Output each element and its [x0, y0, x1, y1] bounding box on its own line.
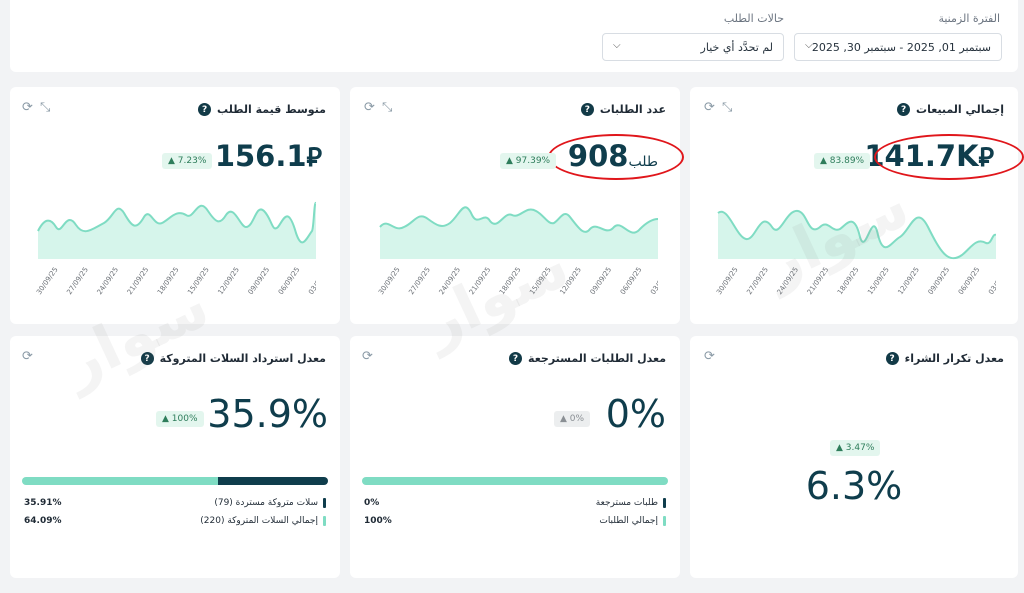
card-order-count: عدد الطلبات ? ⟳ ⤡ 908طلب ▲ 97.39% 30/09/… [350, 87, 684, 324]
period-label: الفترة الزمنية [938, 12, 1000, 25]
x-tick-label: 18/09/25 [836, 266, 861, 296]
x-tick-label: 27/09/25 [407, 266, 432, 296]
x-tick-label: 24/09/25 [776, 266, 801, 296]
refresh-icon[interactable]: ⟳ [704, 349, 715, 364]
status-select[interactable]: لم تحدَّد أي خيار ⌵ [602, 33, 784, 61]
card-avg-order: متوسط قيمة الطلب ? ⟳ ⤡ 156.1⃁ ▲ 7.23% 30… [10, 87, 340, 324]
x-tick-label: 21/09/25 [468, 266, 493, 296]
x-tick-label: 27/09/25 [745, 266, 770, 296]
avg-order-value: 156.1⃁ [214, 139, 322, 173]
card-title: معدل استرداد السلات المتروكة ? [140, 352, 326, 365]
x-tick-label: 27/09/25 [65, 266, 90, 296]
x-tick-label: 30/09/25 [378, 266, 402, 296]
x-tick-label: 24/09/25 [96, 266, 121, 296]
legend-row: 35.91% سلات متروكة مستردة (79) [24, 498, 326, 510]
bar-segment-total [22, 477, 219, 485]
x-tick-label: 06/09/25 [619, 266, 644, 296]
refresh-icon[interactable]: ⟳ [22, 349, 33, 364]
help-icon[interactable]: ? [580, 103, 594, 116]
status-value: لم تحدَّد أي خيار [700, 40, 773, 54]
returned-orders-value: 0% [605, 392, 666, 436]
help-icon[interactable]: ? [897, 103, 911, 116]
card-repeat-purchase: معدل تكرار الشراء ? ⟳ ▲ 3.47% 6.3% [690, 336, 1018, 578]
x-tick-label: 21/09/25 [806, 266, 831, 296]
help-icon[interactable]: ? [140, 352, 154, 365]
change-badge: ▲ 100% [156, 411, 204, 427]
highlight-circle [874, 134, 1024, 180]
orders-sparkline: 30/09/25 27/09/25 24/09/25 21/09/25 18/09/25… [378, 206, 658, 296]
highlight-circle [548, 134, 684, 180]
chevron-down-icon: ⌵ [805, 40, 813, 51]
x-tick-label: 03/09/25 [649, 266, 658, 296]
card-title: عدد الطلبات ? [580, 103, 666, 116]
change-badge: ▲ 97.39% [500, 153, 557, 169]
x-tick-label: 06/09/25 [957, 266, 982, 296]
x-tick-label: 09/09/25 [247, 266, 272, 296]
x-tick-label: 30/09/25 [716, 266, 740, 296]
expand-icon[interactable]: ⤡ [40, 100, 51, 115]
x-tick-label: 03/09/25 [987, 266, 996, 296]
refresh-icon[interactable]: ⟳ [22, 100, 33, 115]
refresh-icon[interactable]: ⟳ [704, 100, 715, 115]
x-tick-label: 30/09/25 [36, 266, 60, 296]
sales-sparkline: 30/09/25 27/09/25 24/09/25 21/09/25 18/09/25… [716, 210, 996, 296]
card-title: معدل تكرار الشراء ? [885, 352, 1004, 365]
recovery-value: 35.9% [207, 392, 328, 436]
period-value: سبتمبر 01, 2025 - سبتمبر 30, 2025 [811, 40, 991, 54]
legend-row: 64.09% إجمالي السلات المتروكة (220) [24, 516, 326, 528]
chevron-down-icon: ⌵ [613, 40, 621, 51]
x-tick-label: 15/09/25 [186, 266, 211, 296]
help-icon[interactable]: ? [509, 352, 523, 365]
card-title: معدل الطلبات المسترجعة ? [509, 352, 666, 365]
x-tick-label: 18/09/25 [498, 266, 523, 296]
help-icon[interactable]: ? [198, 103, 212, 116]
legend-row: 100% إجمالي الطلبات [364, 516, 666, 528]
x-tick-label: 12/09/25 [558, 266, 583, 296]
x-tick-label: 12/09/25 [216, 266, 241, 296]
refresh-icon[interactable]: ⟳ [364, 100, 375, 115]
card-abandoned-recovery: معدل استرداد السلات المتروكة ? ⟳ 35.9% ▲… [10, 336, 340, 578]
change-badge: ▲ 83.89% [814, 153, 871, 169]
x-tick-label: 24/09/25 [438, 266, 463, 296]
x-tick-label: 18/09/25 [156, 266, 181, 296]
x-tick-label: 12/09/25 [896, 266, 921, 296]
returned-progress-bar [362, 477, 668, 485]
x-tick-label: 15/09/25 [528, 266, 553, 296]
x-tick-label: 15/09/25 [866, 266, 891, 296]
change-badge: ▲ 3.47% [830, 440, 881, 456]
legend-row: 0% طلبات مسترجعة [364, 498, 666, 510]
help-icon[interactable]: ? [885, 352, 899, 365]
x-tick-label: 09/09/25 [589, 266, 614, 296]
card-returned-orders: معدل الطلبات المسترجعة ? ⟳ 0% ▲ 0% 0% طل… [350, 336, 680, 578]
x-tick-label: 21/09/25 [126, 266, 151, 296]
avg-order-sparkline: 30/09/25 27/09/25 24/09/25 21/09/25 18/09/25… [36, 201, 316, 296]
bar-segment-recovered [218, 477, 328, 485]
period-select[interactable]: سبتمبر 01, 2025 - سبتمبر 30, 2025 ⌵ [794, 33, 1002, 61]
expand-icon[interactable]: ⤡ [382, 100, 393, 115]
recovery-progress-bar [22, 477, 328, 485]
card-title: متوسط قيمة الطلب ? [198, 103, 326, 116]
x-tick-label: 09/09/25 [927, 266, 952, 296]
expand-icon[interactable]: ⤡ [722, 100, 733, 115]
x-tick-label: 03/09/25 [307, 266, 316, 296]
x-tick-label: 06/09/25 [277, 266, 302, 296]
filter-bar: الفترة الزمنية سبتمبر 01, 2025 - سبتمبر … [10, 0, 1018, 72]
repeat-purchase-value: 6.3% [805, 464, 903, 508]
change-badge: ▲ 7.23% [162, 153, 213, 169]
change-badge: ▲ 0% [554, 411, 591, 427]
refresh-icon[interactable]: ⟳ [362, 349, 373, 364]
status-label: حالات الطلب [723, 12, 784, 25]
card-total-sales: إجمالي المبيعات ? ⟳ ⤡ 141.7K⃁ ▲ 83.89% 3… [690, 87, 1024, 324]
card-title: إجمالي المبيعات ? [897, 103, 1004, 116]
